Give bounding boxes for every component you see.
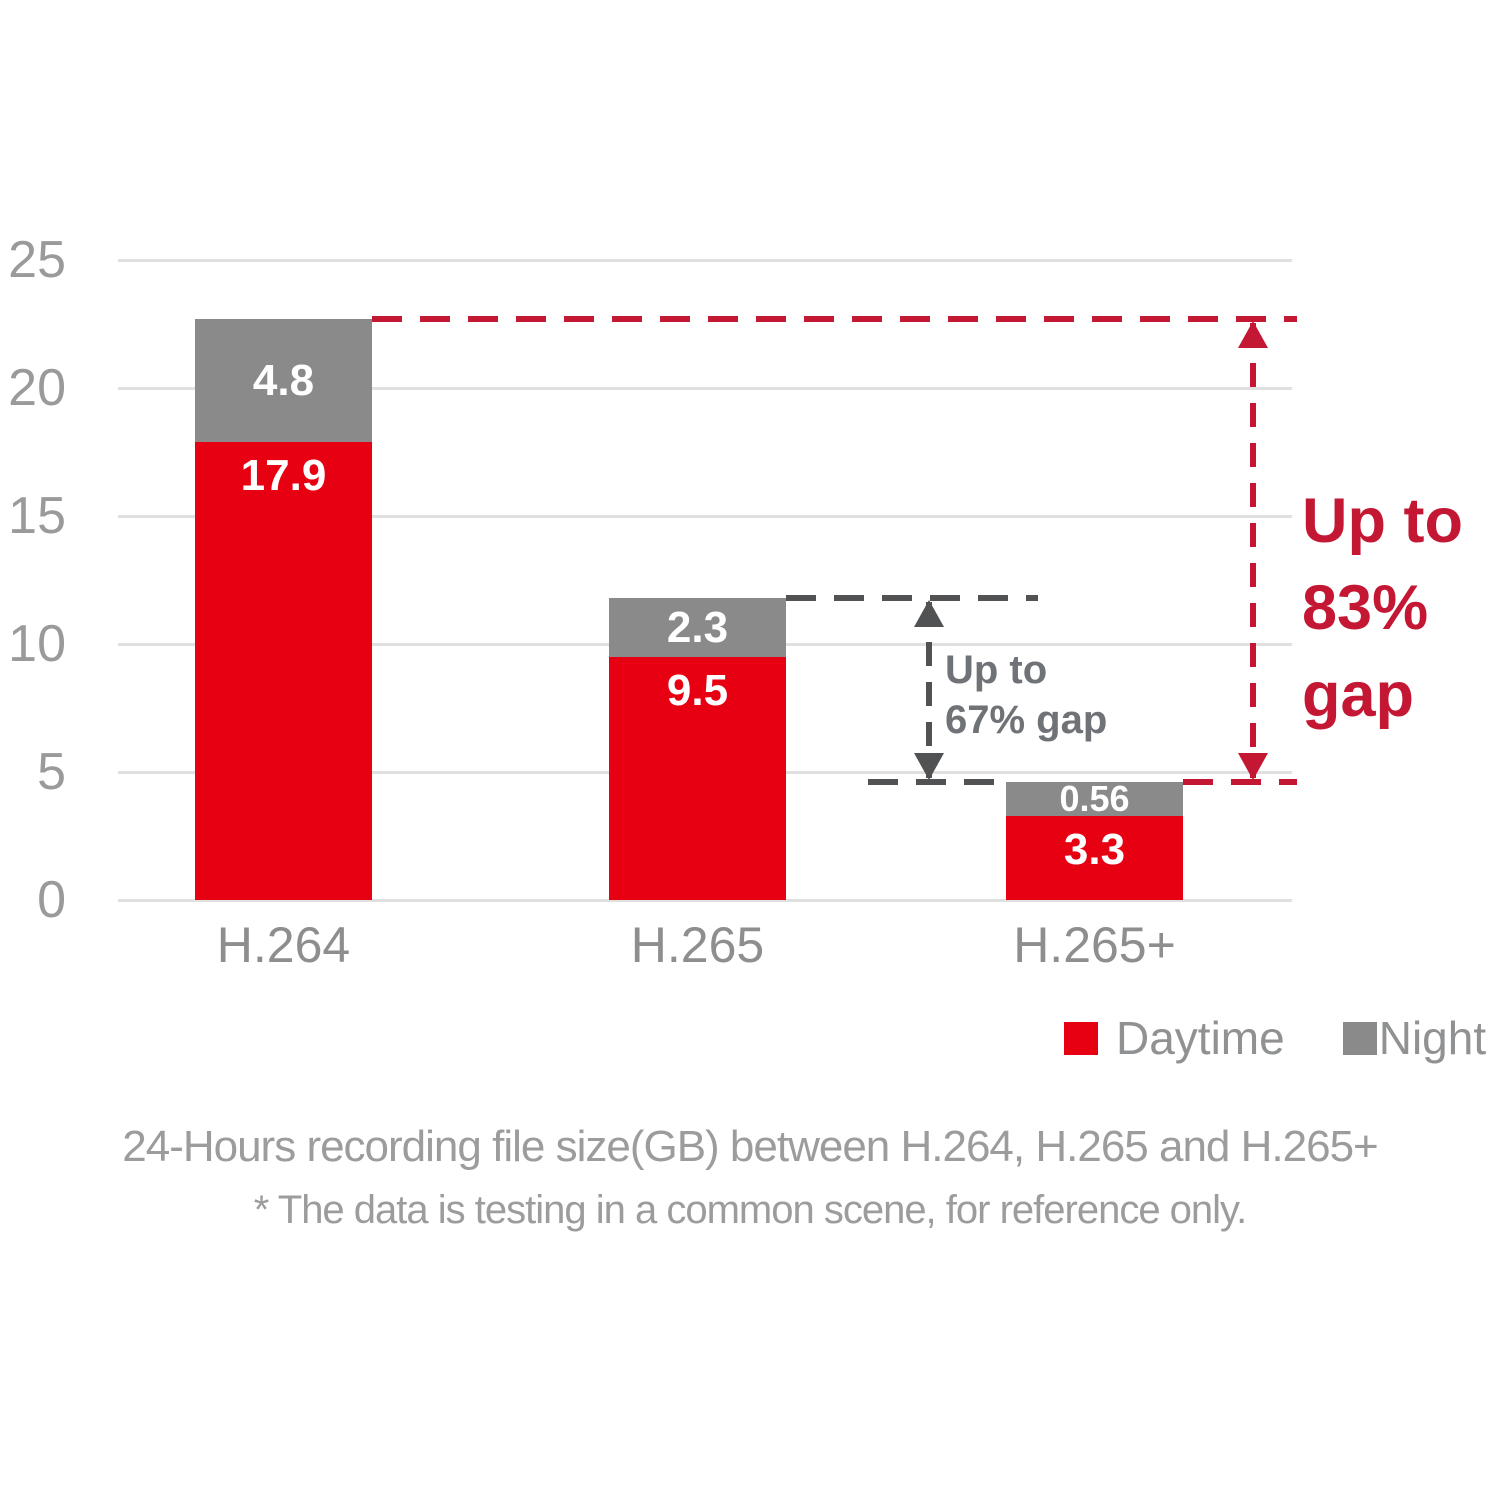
gridline-15 (118, 515, 1292, 518)
gap83-line-1: Up to (1302, 486, 1463, 556)
gap67-annotation-label: Up to 67% gap (945, 645, 1107, 745)
y-tick-label-20: 20 (8, 359, 66, 417)
legend-label-night: Night (1378, 1012, 1487, 1064)
gap83-arrowhead-up (1238, 321, 1268, 348)
legend: Daytime Night (1064, 1015, 1486, 1061)
gap83-line-2: 83% (1302, 573, 1429, 643)
category-label-H.265: H.265 (630, 917, 765, 973)
gap83-dashed-line-vertical (1250, 323, 1256, 778)
legend-swatch-night (1342, 1021, 1377, 1055)
y-tick-label-15: 15 (8, 487, 66, 545)
legend-swatch-daytime (1064, 1021, 1098, 1055)
bar-H.265+-night-value: 0.56 (1059, 778, 1130, 819)
y-tick-label-5: 5 (37, 743, 66, 801)
category-label-H.265+: H.265+ (1013, 917, 1176, 973)
gap67-dashed-line-bottom (868, 779, 1006, 785)
bar-H.265+-night-segment (1006, 782, 1183, 816)
gap83-annotation-label: Up to 83% gap (1302, 478, 1463, 739)
y-tick-label-10: 10 (8, 615, 66, 673)
y-tick-label-25: 25 (8, 231, 66, 289)
gridline-0 (118, 899, 1292, 902)
gap67-arrowhead-down (914, 753, 944, 780)
bar-H.265-daytime-segment (609, 657, 786, 900)
gap83-dashed-line-bottom (1183, 779, 1297, 785)
bar-H.265-night-segment (609, 598, 786, 657)
gap83-dashed-line-top (372, 316, 1297, 322)
bar-H.264-night-value: 4.8 (252, 356, 315, 405)
gap83-line-3: gap (1302, 660, 1415, 730)
gap67-arrowhead-up (914, 600, 944, 627)
bar-H.265+-daytime-segment (1006, 816, 1183, 900)
gap67-dashed-line-top (786, 595, 1038, 601)
gridline-20 (118, 387, 1292, 390)
bar-H.264-daytime-segment (195, 442, 372, 900)
gridline-25 (118, 259, 1292, 262)
gap67-line-1: Up to (945, 648, 1048, 692)
y-tick-label-0: 0 (37, 871, 66, 929)
bar-H.265-night-value: 2.3 (666, 603, 729, 652)
gap67-line-2: 67% gap (945, 698, 1108, 742)
bar-H.264-daytime-value: 17.9 (240, 451, 327, 500)
gap67-dashed-line-vertical (926, 602, 932, 778)
gap83-arrowhead-down (1238, 753, 1268, 780)
chart-caption: 24-Hours recording file size(GB) between… (122, 1122, 1378, 1171)
chart-footnote: * The data is testing in a common scene,… (253, 1188, 1247, 1232)
legend-label-daytime: Daytime (1116, 1012, 1285, 1064)
category-label-H.264: H.264 (216, 917, 351, 973)
bar-H.264-night-segment (195, 319, 372, 442)
bar-H.265-daytime-value: 9.5 (666, 666, 729, 715)
bar-H.265+-daytime-value: 3.3 (1063, 825, 1126, 874)
